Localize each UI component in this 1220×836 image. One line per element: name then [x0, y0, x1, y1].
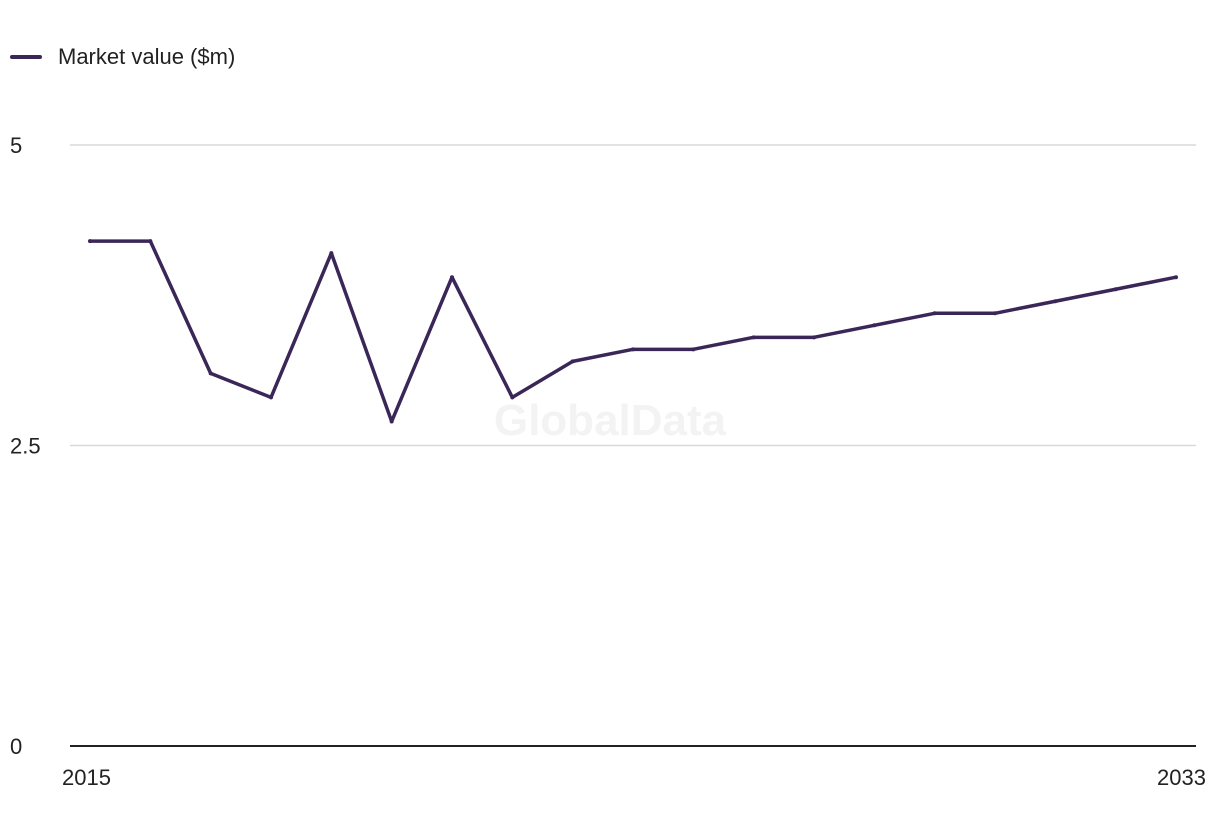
- data-points: [88, 239, 1178, 424]
- series-line: [88, 239, 1178, 424]
- data-point: [208, 371, 213, 376]
- data-point: [993, 311, 997, 316]
- legend-label: Market value ($m): [58, 44, 236, 69]
- watermark: GlobalData: [494, 396, 727, 445]
- data-point: [1174, 275, 1178, 280]
- data-point: [88, 239, 92, 244]
- y-axis-ticks: 02.55: [10, 133, 41, 759]
- data-point: [510, 395, 515, 400]
- data-point: [631, 347, 635, 352]
- data-point: [570, 359, 575, 364]
- legend-swatch: [10, 55, 42, 59]
- data-point: [329, 251, 334, 256]
- data-point: [812, 335, 816, 340]
- x-tick-label: 2015: [62, 765, 111, 790]
- data-point: [1113, 287, 1118, 292]
- data-point: [269, 395, 273, 400]
- data-point: [932, 311, 937, 316]
- data-point: [450, 275, 454, 280]
- data-point: [691, 347, 696, 352]
- y-tick-label: 2.5: [10, 434, 41, 459]
- legend: Market value ($m): [10, 44, 235, 70]
- data-point: [389, 419, 394, 424]
- grid-lines: [70, 144, 1196, 447]
- y-tick-label: 0: [10, 734, 22, 759]
- data-point: [148, 239, 153, 244]
- x-axis-ticks: 2015 2033: [62, 765, 1206, 790]
- data-point: [1053, 299, 1058, 304]
- data-point: [872, 323, 877, 328]
- y-tick-label: 5: [10, 133, 22, 158]
- x-tick-label: 2033: [1157, 765, 1206, 790]
- data-point: [751, 335, 756, 340]
